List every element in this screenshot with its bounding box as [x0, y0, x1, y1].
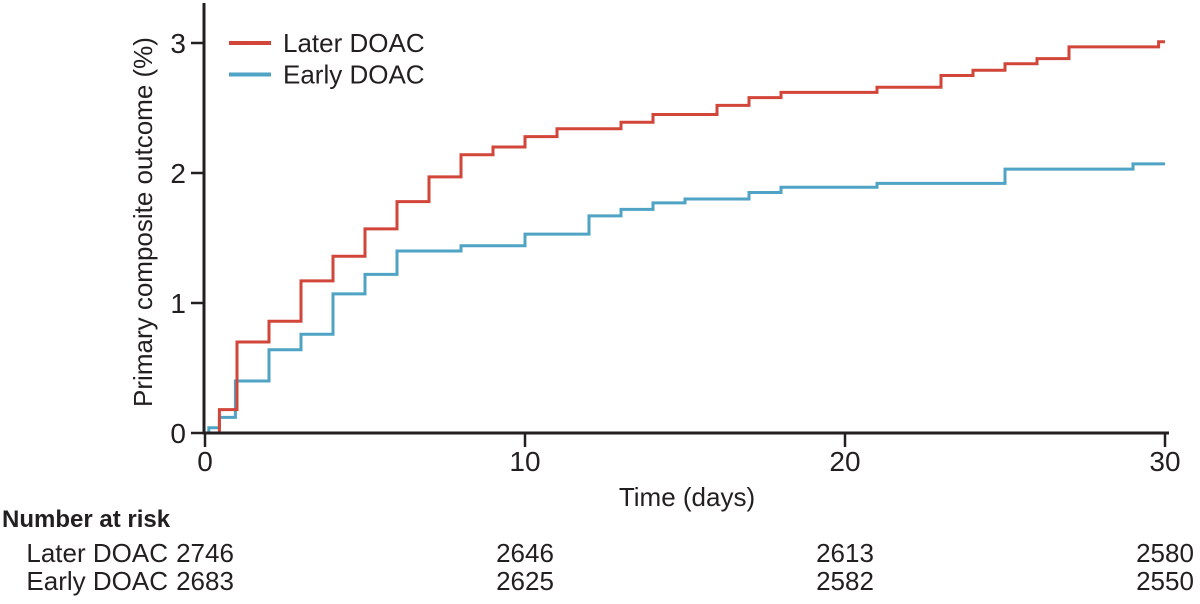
x-tick-label: 10	[509, 446, 540, 477]
y-tick-label: 0	[170, 418, 186, 449]
curves-layer	[205, 40, 1165, 435]
risk-value: 2550	[1136, 566, 1194, 596]
risk-table: Number at risk Later DOAC 2746 2646 2613…	[2, 506, 1194, 596]
early-doac-curve	[205, 162, 1165, 435]
later-doac-curve	[205, 40, 1165, 435]
risk-value: 2646	[496, 538, 554, 568]
y-tick-label: 1	[170, 288, 186, 319]
x-tick-label: 20	[829, 446, 860, 477]
risk-value: 2746	[176, 538, 234, 568]
y-tick-label: 3	[170, 28, 186, 59]
y-tick-label: 2	[170, 158, 186, 189]
x-axis-title: Time (days)	[619, 482, 755, 512]
risk-value: 2613	[816, 538, 874, 568]
risk-value: 2582	[816, 566, 874, 596]
y-axis-title: Primary composite outcome (%)	[128, 37, 158, 407]
risk-row-label-early-doac: Early DOAC	[26, 566, 168, 596]
legend-label-later-doac: Later DOAC	[283, 28, 425, 58]
risk-table-title: Number at risk	[2, 506, 171, 533]
legend-label-early-doac: Early DOAC	[283, 60, 425, 90]
risk-row-label-later-doac: Later DOAC	[26, 538, 168, 568]
x-tick-label: 0	[197, 446, 213, 477]
risk-value: 2580	[1136, 538, 1194, 568]
legend: Later DOAC Early DOAC	[229, 28, 425, 90]
risk-value: 2683	[176, 566, 234, 596]
x-tick-label: 30	[1149, 446, 1180, 477]
risk-value: 2625	[496, 566, 554, 596]
